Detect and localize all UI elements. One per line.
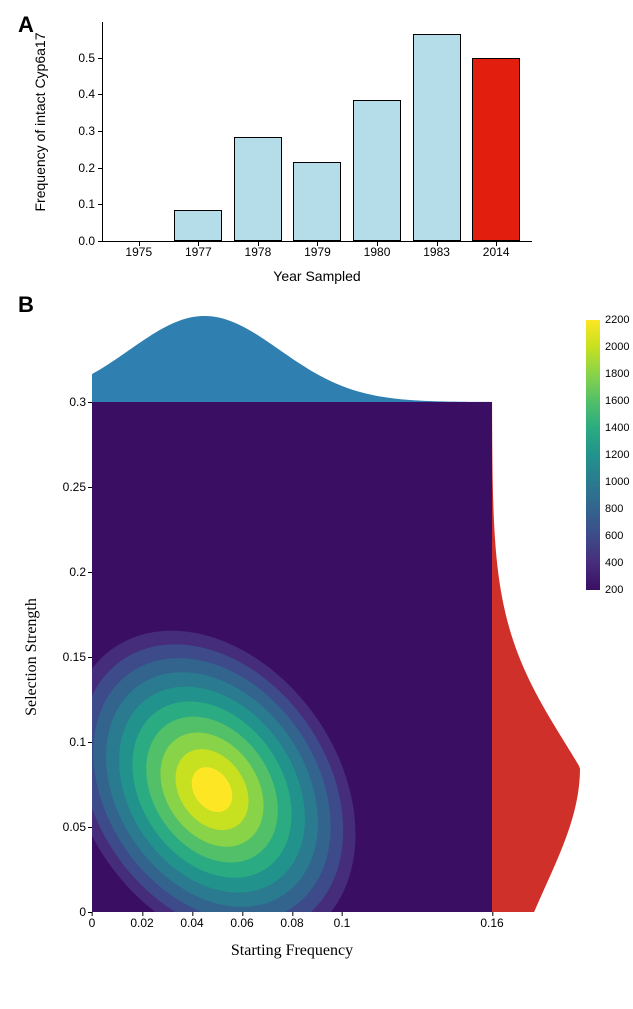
panel-a-xticks: 1975 1977 1978 1979 1980 1983 2014 <box>103 241 532 259</box>
panel-b-ylabel: Selection Strength <box>23 598 41 716</box>
bar-2014 <box>472 58 520 241</box>
colorbar-tick: 200 <box>600 584 623 596</box>
bar-1983 <box>413 34 461 241</box>
panel-b-xtick: 0.16 <box>480 912 503 930</box>
bar-1977 <box>174 210 222 241</box>
panel-b-xtick: 0.1 <box>334 912 351 930</box>
panel-a-ytick: 0.4 <box>78 87 103 101</box>
panel-a-ytick: 0.5 <box>78 51 103 65</box>
panel-a-ytick: 0.0 <box>78 234 103 248</box>
figure-root: A Frequency of intact Cyp6a17 Year Sampl… <box>12 12 621 992</box>
colorbar-tick: 1400 <box>600 422 629 434</box>
bar-1980 <box>353 100 401 241</box>
colorbar-tick: 1000 <box>600 476 629 488</box>
panel-a: A Frequency of intact Cyp6a17 Year Sampl… <box>12 12 621 282</box>
panel-b-right-marginal <box>492 402 582 912</box>
panel-b-xtick: 0.02 <box>130 912 153 930</box>
panel-a-xtick: 1977 <box>174 245 222 259</box>
colorbar-tick: 800 <box>600 503 623 515</box>
colorbar-tick: 400 <box>600 557 623 569</box>
panel-a-xtick: 1979 <box>293 245 341 259</box>
panel-a-xtick: 2014 <box>472 245 520 259</box>
panel-a-bars <box>103 22 532 241</box>
colorbar-tick: 600 <box>600 530 623 542</box>
panel-a-plot-area: 1975197719781979198019832014 0.00.10.20.… <box>102 22 532 242</box>
panel-a-ylabel: Frequency of intact Cyp6a17 <box>32 33 48 212</box>
colorbar-tick: 1600 <box>600 395 629 407</box>
panel-a-ytick: 0.1 <box>78 197 103 211</box>
colorbar-tick: 1200 <box>600 449 629 461</box>
panel-a-xtick: 1975 <box>115 245 163 259</box>
panel-a-xtick: 1983 <box>413 245 461 259</box>
bar-1978 <box>234 137 282 242</box>
panel-b-xtick: 0.08 <box>280 912 303 930</box>
bar-1979 <box>293 162 341 241</box>
panel-b-ytick: 0.15 <box>63 650 92 664</box>
panel-b-xtick: 0 <box>89 912 96 930</box>
panel-b-main-plot: 00.050.10.150.20.250.300.020.040.060.080… <box>92 402 492 912</box>
panel-b-ytick: 0.3 <box>69 395 92 409</box>
panel-a-xtick: 1978 <box>234 245 282 259</box>
panel-a-ytick: 0.2 <box>78 161 103 175</box>
panel-b: B Selection Strength Starting Frequency … <box>12 292 621 992</box>
colorbar-tick: 1800 <box>600 368 629 380</box>
panel-a-xlabel: Year Sampled <box>273 268 360 284</box>
panel-a-xtick: 1980 <box>353 245 401 259</box>
panel-a-ytick: 0.3 <box>78 124 103 138</box>
colorbar-tick: 2000 <box>600 341 629 353</box>
panel-b-ytick: 0.25 <box>63 480 92 494</box>
colorbar-tick: 2200 <box>600 314 629 326</box>
panel-b-ytick: 0.05 <box>63 820 92 834</box>
panel-b-ytick: 0.2 <box>69 565 92 579</box>
panel-b-colorbar: 2004006008001000120014001600180020002200 <box>586 320 600 590</box>
panel-b-top-marginal <box>92 314 492 402</box>
panel-b-xtick: 0.04 <box>180 912 203 930</box>
panel-b-label: B <box>18 292 34 318</box>
panel-b-xtick: 0.06 <box>230 912 253 930</box>
panel-b-ytick: 0.1 <box>69 735 92 749</box>
panel-b-xlabel: Starting Frequency <box>231 942 353 960</box>
